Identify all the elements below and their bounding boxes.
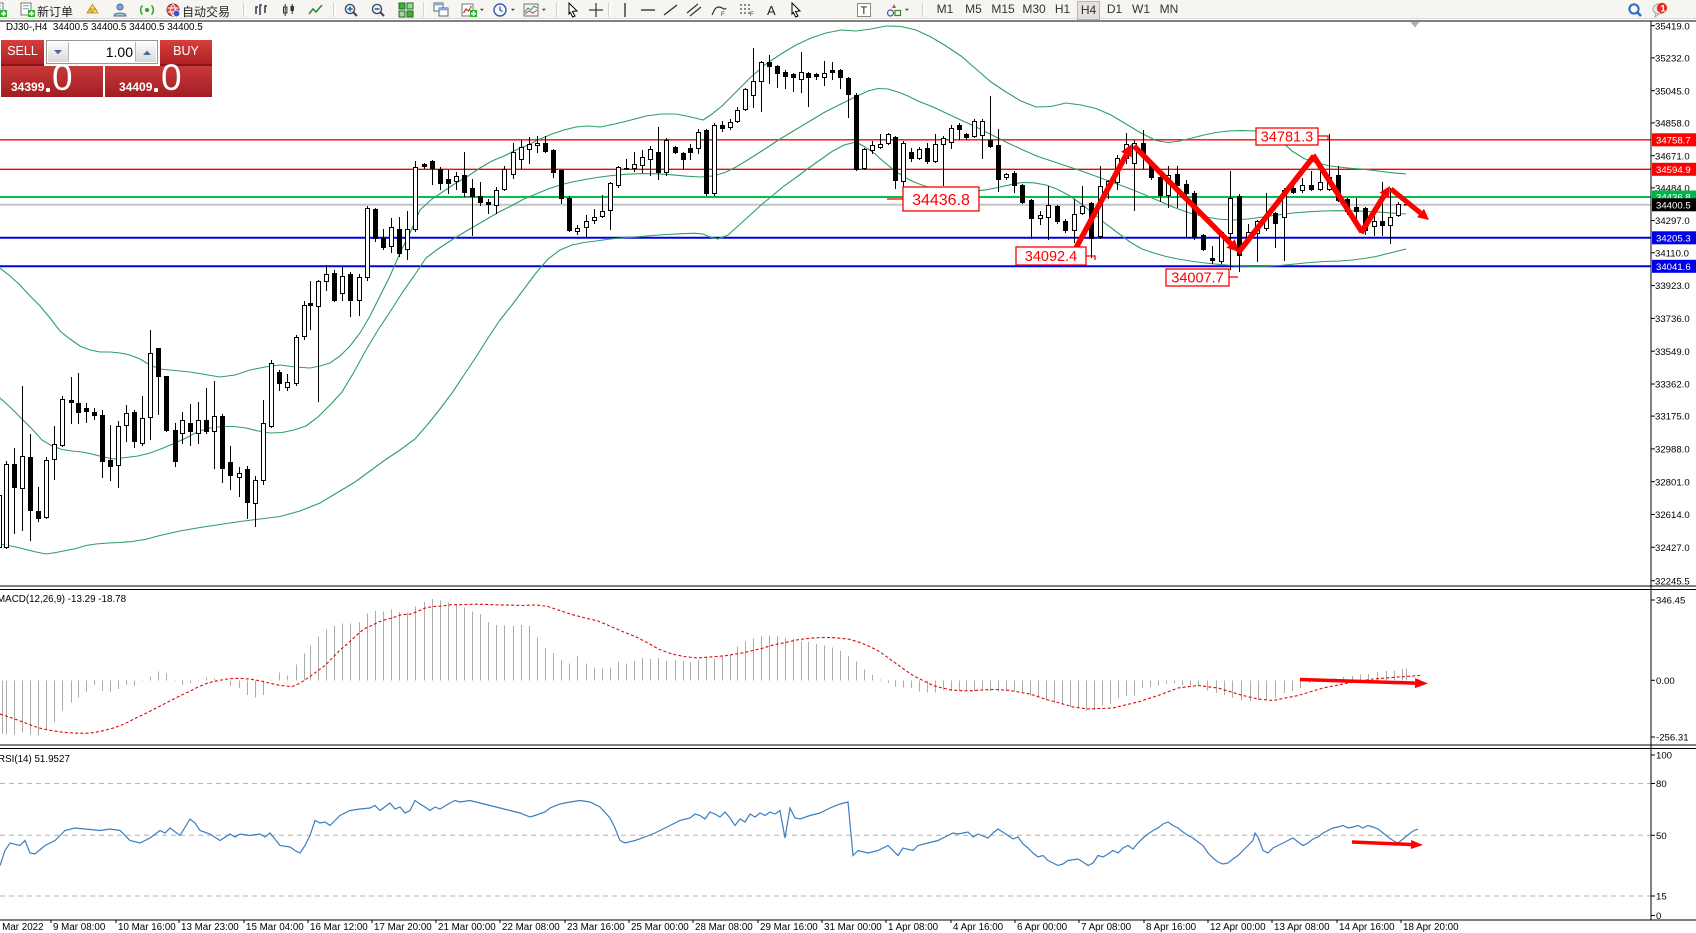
svg-text:34484.0: 34484.0 [1655, 184, 1690, 195]
svg-text:10 Mar 16:00: 10 Mar 16:00 [118, 922, 176, 933]
svg-text:F: F [721, 12, 725, 18]
svg-text:35045.0: 35045.0 [1655, 86, 1690, 97]
svg-text:21 Mar 00:00: 21 Mar 00:00 [438, 922, 496, 933]
svg-text:18 Apr 20:00: 18 Apr 20:00 [1403, 922, 1459, 933]
svg-text:T: T [861, 5, 868, 17]
svg-text:34297.0: 34297.0 [1655, 216, 1690, 227]
svg-text:32988.0: 32988.0 [1655, 445, 1690, 456]
svg-text:34858.0: 34858.0 [1655, 119, 1690, 130]
svg-text:34007.7: 34007.7 [1171, 271, 1223, 287]
svg-text:29 Mar 16:00: 29 Mar 16:00 [760, 922, 818, 933]
svg-text:32801.0: 32801.0 [1655, 477, 1690, 488]
svg-text:34092.4: 34092.4 [1025, 249, 1077, 265]
svg-text:14 Apr 16:00: 14 Apr 16:00 [1339, 922, 1395, 933]
svg-text:0.00: 0.00 [1656, 676, 1675, 687]
svg-text:34400.5: 34400.5 [1656, 200, 1691, 211]
svg-text:32614.0: 32614.0 [1655, 510, 1690, 521]
svg-text:34594.9: 34594.9 [1656, 165, 1691, 176]
svg-text:33923.0: 33923.0 [1655, 281, 1690, 292]
svg-text:33736.0: 33736.0 [1655, 314, 1690, 325]
svg-text:35419.0: 35419.0 [1655, 21, 1690, 32]
svg-text:25 Mar 00:00: 25 Mar 00:00 [631, 922, 689, 933]
svg-text:34041.6: 34041.6 [1656, 262, 1691, 273]
svg-text:15: 15 [1656, 892, 1667, 903]
svg-text:34205.3: 34205.3 [1656, 233, 1691, 244]
svg-text:23 Mar 16:00: 23 Mar 16:00 [567, 922, 625, 933]
svg-text:DJ30-,H4 34400.5 34400.5 3440: DJ30-,H4 34400.5 34400.5 34400.5 34400.5 [6, 22, 203, 33]
svg-text:0: 0 [1656, 911, 1661, 922]
svg-text:17 Mar 20:00: 17 Mar 20:00 [374, 922, 432, 933]
svg-text:F: F [750, 12, 754, 18]
svg-text:34758.7: 34758.7 [1656, 135, 1691, 146]
svg-text:1: 1 [1660, 4, 1666, 15]
svg-text:34781.3: 34781.3 [1261, 130, 1313, 146]
svg-text:13 Mar 23:00: 13 Mar 23:00 [181, 922, 239, 933]
svg-text:34110.0: 34110.0 [1655, 248, 1689, 259]
svg-text:32245.5: 32245.5 [1655, 576, 1690, 587]
svg-text:-256.31: -256.31 [1656, 733, 1689, 744]
svg-text:RSI(14) 51.9527: RSI(14) 51.9527 [0, 754, 70, 765]
svg-text:33549.0: 33549.0 [1655, 347, 1690, 358]
svg-text:35232.0: 35232.0 [1655, 54, 1690, 65]
svg-text:8 Apr 16:00: 8 Apr 16:00 [1146, 922, 1197, 933]
svg-text:9 Mar 08:00: 9 Mar 08:00 [53, 922, 106, 933]
svg-text:6 Apr 00:00: 6 Apr 00:00 [1017, 922, 1068, 933]
svg-text:A: A [767, 3, 776, 18]
svg-text:22 Mar 08:00: 22 Mar 08:00 [502, 922, 560, 933]
svg-text:34436.8: 34436.8 [912, 192, 970, 209]
svg-text:346.45: 346.45 [1656, 596, 1685, 607]
svg-text:100: 100 [1656, 751, 1672, 762]
svg-text:1 Apr 08:00: 1 Apr 08:00 [888, 922, 939, 933]
svg-text:80: 80 [1656, 779, 1667, 790]
svg-text:32427.0: 32427.0 [1655, 543, 1690, 554]
svg-text:33175.0: 33175.0 [1655, 412, 1690, 423]
svg-text:4 Apr 16:00: 4 Apr 16:00 [953, 922, 1004, 933]
svg-text:7 Apr 08:00: 7 Apr 08:00 [1081, 922, 1132, 933]
svg-text:13 Apr 08:00: 13 Apr 08:00 [1274, 922, 1330, 933]
svg-text:34436.8: 34436.8 [1656, 193, 1691, 204]
svg-text:8 Mar 2022: 8 Mar 2022 [0, 922, 44, 933]
svg-text:15 Mar 04:00: 15 Mar 04:00 [246, 922, 304, 933]
svg-text:34671.0: 34671.0 [1655, 151, 1690, 162]
svg-text:31 Mar 00:00: 31 Mar 00:00 [824, 922, 882, 933]
svg-text:33362.0: 33362.0 [1655, 380, 1690, 391]
svg-text:16 Mar 12:00: 16 Mar 12:00 [310, 922, 368, 933]
svg-text:28 Mar 08:00: 28 Mar 08:00 [695, 922, 753, 933]
svg-text:12 Apr 00:00: 12 Apr 00:00 [1210, 922, 1266, 933]
svg-text:MACD(12,26,9) -13.29 -18.78: MACD(12,26,9) -13.29 -18.78 [0, 594, 127, 605]
svg-text:50: 50 [1656, 831, 1667, 842]
